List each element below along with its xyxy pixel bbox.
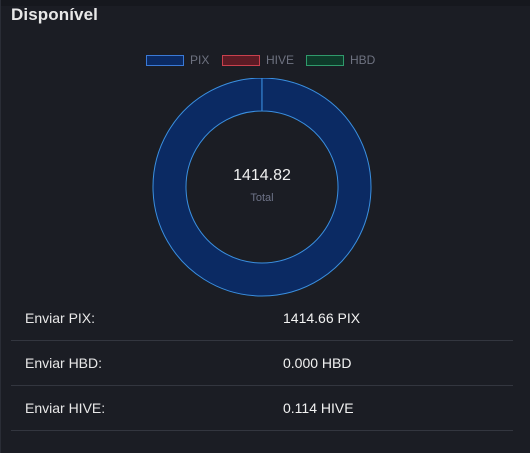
row-value-send-pix: 1414.66 PIX: [283, 310, 361, 326]
chart-legend: PIX HIVE HBD: [1, 52, 530, 70]
panel-top-strip: [1, 0, 530, 6]
row-send-hbd: Enviar HBD: 0.000 HBD: [11, 341, 513, 386]
row-label-send-hbd: Enviar HBD:: [25, 355, 103, 371]
row-send-pix: Enviar PIX: 1414.66 PIX: [11, 296, 513, 341]
row-label-send-hive: Enviar HIVE:: [25, 400, 106, 416]
legend-item-hive[interactable]: HIVE: [222, 52, 294, 68]
panel-title: Disponível: [11, 5, 98, 24]
donut-center: 1414.82 Total: [151, 166, 373, 204]
legend-label-pix: PIX: [190, 53, 210, 67]
row-send-hive: Enviar HIVE: 0.114 HIVE: [11, 386, 513, 431]
balance-rows: Enviar PIX: 1414.66 PIX Enviar HBD: 0.00…: [11, 296, 513, 431]
legend-swatch-hbd: [306, 54, 344, 66]
donut-total-label: Total: [250, 192, 274, 204]
row-value-send-hbd: 0.000 HBD: [283, 355, 352, 371]
donut-total-value: 1414.82: [233, 167, 291, 184]
legend-label-hbd: HBD: [350, 53, 376, 67]
legend-label-hive: HIVE: [266, 53, 295, 67]
donut-chart: [151, 77, 373, 298]
legend-swatch-pix: [146, 54, 184, 66]
row-value-send-hive: 0.114 HIVE: [283, 400, 354, 416]
donut-slice-pix[interactable]: [152, 77, 372, 297]
row-label-send-pix: Enviar PIX:: [25, 310, 96, 326]
legend-item-hbd[interactable]: HBD: [306, 52, 375, 68]
donut-chart-svg: [152, 77, 372, 297]
legend-item-pix[interactable]: PIX: [146, 52, 209, 68]
legend-swatch-hive: [222, 54, 260, 66]
